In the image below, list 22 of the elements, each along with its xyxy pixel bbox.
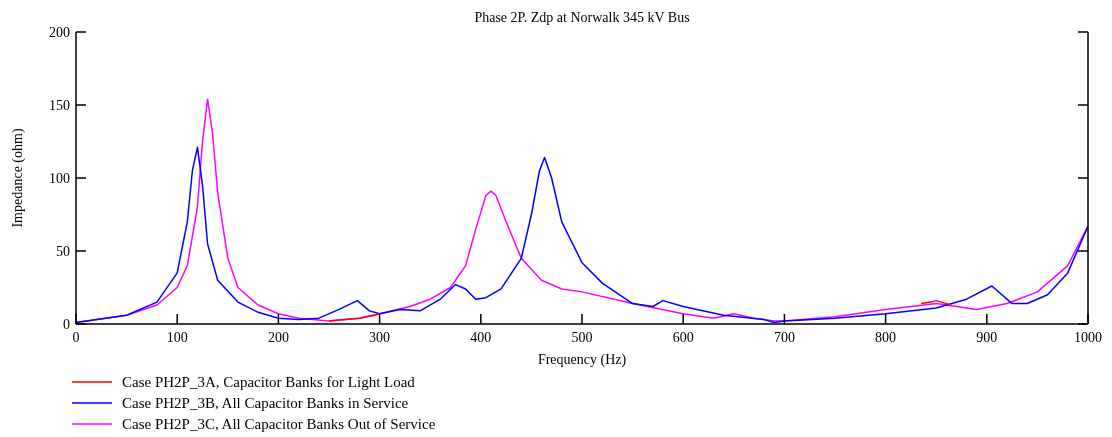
x-tick-label: 1000 (1074, 330, 1102, 345)
x-tick-label: 900 (976, 330, 998, 345)
y-tick-label: 150 (49, 98, 70, 113)
legend-label: Case PH2P_3A, Capacitor Banks for Light Load (122, 374, 416, 390)
y-tick-label: 50 (56, 244, 70, 259)
y-tick-label: 100 (49, 171, 70, 186)
x-tick-label: 0 (72, 330, 80, 345)
y-tick-label: 0 (63, 317, 70, 332)
y-axis-title: Impedance (ohm) (10, 128, 26, 228)
x-tick-label: 100 (166, 330, 188, 345)
legend-label: Case PH2P_3C, All Capacitor Banks Out of Service (122, 416, 436, 432)
x-tick-label: 700 (773, 330, 795, 345)
x-axis-title: Frequency (Hz) (537, 352, 627, 368)
x-tick-label: 800 (875, 330, 897, 345)
chart-title: Phase 2P. Zdp at Norwalk 345 kV Bus (474, 10, 690, 25)
x-tick-label: 500 (571, 330, 593, 345)
x-tick-label: 300 (369, 330, 391, 345)
x-tick-label: 200 (267, 330, 289, 345)
x-tick-label: 600 (672, 330, 694, 345)
legend-label: Case PH2P_3B, All Capacitor Banks in Service (122, 395, 409, 411)
y-tick-label: 200 (49, 25, 70, 40)
x-tick-label: 400 (470, 330, 492, 345)
